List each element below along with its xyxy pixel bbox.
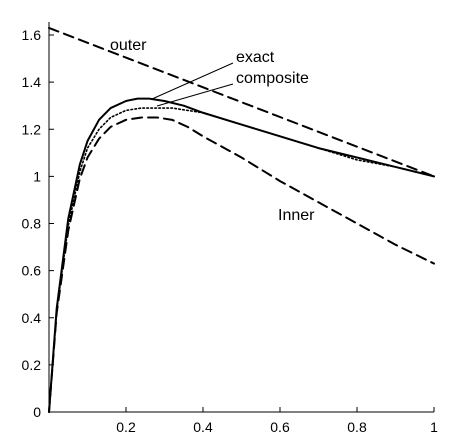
x-tick-label: 0.6 (270, 419, 290, 435)
x-tick-label: 0.4 (193, 419, 213, 435)
y-tick-label: 0 (33, 404, 41, 420)
y-tick-label: 1.6 (22, 27, 42, 43)
y-tick-label: 0.6 (22, 263, 42, 279)
series-outer-line (48, 26, 435, 178)
x-tick-label: 0.8 (347, 419, 367, 435)
x-tick-label: 1 (430, 419, 438, 435)
annotations: outer exact composite Inner (110, 37, 315, 224)
leader-line-exact (151, 62, 234, 100)
y-tick-label: 0.2 (22, 357, 42, 373)
annotation-composite: composite (236, 70, 309, 87)
annotation-outer: outer (110, 37, 147, 54)
y-tick-label: 1.2 (22, 121, 42, 137)
y-tick-label: 1.4 (22, 74, 42, 90)
x-tick-label: 0.2 (116, 419, 136, 435)
series-inner-line (48, 116, 435, 413)
y-tick-label: 1 (33, 168, 41, 184)
series-composite-line (48, 107, 435, 413)
y-tick-label: 0.4 (22, 310, 42, 326)
plot-area (48, 26, 435, 413)
y-tick-label: 0.8 (22, 216, 42, 232)
series-exact-line (48, 97, 435, 413)
axes: 0.2 0.4 0.6 0.8 1 0 0.2 0.4 0.6 0.8 1 1.2 1.4 1.6 (22, 22, 438, 435)
leader-line-composite (156, 83, 234, 107)
annotation-exact: exact (236, 49, 275, 66)
annotation-inner: Inner (278, 207, 315, 224)
